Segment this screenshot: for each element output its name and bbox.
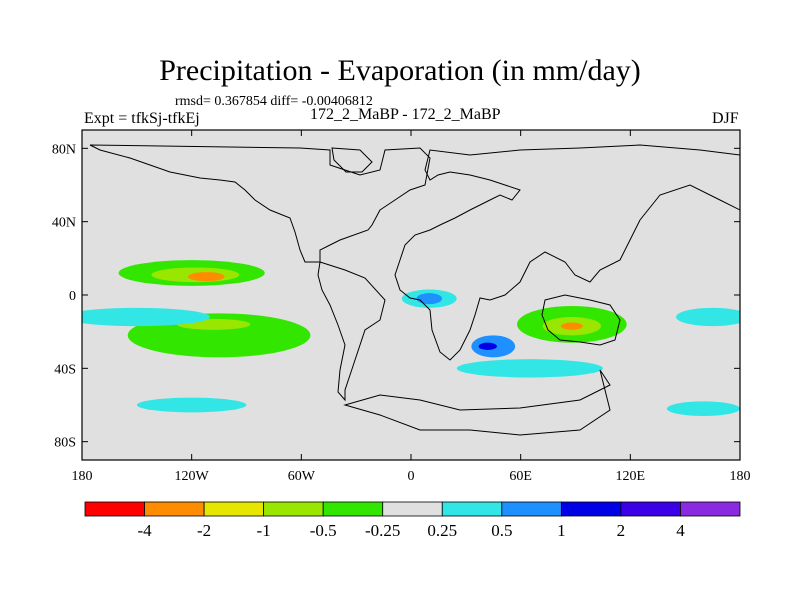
colorbar: -4 -2 -1 -0.5 -0.25 0.25 0.5 1 2 4 (84, 501, 741, 540)
y-tick-label: 80N (52, 142, 76, 157)
colorbar-label: 2 (617, 521, 626, 540)
colorbar-swatch (501, 501, 562, 517)
colorbar-swatch (441, 501, 503, 517)
x-tick-label: 180 (730, 469, 751, 484)
map-area (82, 130, 740, 460)
x-tick-label: 60E (509, 469, 532, 484)
coastlines (89, 144, 740, 436)
y-tick-label: 80S (54, 436, 76, 451)
x-tick-label: 180 (72, 469, 93, 484)
colorbar-label: 0.5 (491, 521, 512, 540)
colorbar-label: -4 (137, 521, 152, 540)
colorbar-label: 4 (676, 521, 685, 540)
coastline-south-america (317, 261, 386, 402)
x-axis: 180 120W 60W 0 60E 120E 180 (72, 130, 751, 484)
colorbar-swatch (144, 501, 205, 517)
colorbar-label: -1 (257, 521, 271, 540)
region-e-pacific-wet (676, 307, 740, 327)
x-tick-label: 0 (408, 469, 415, 484)
colorbar-swatch (680, 501, 741, 517)
run-label: 172_2_MaBP - 172_2_MaBP (310, 106, 501, 123)
contour-regions (82, 260, 740, 416)
y-tick-label: 40S (54, 362, 76, 377)
colorbar-label: 0.25 (427, 521, 457, 540)
colorbar-label: 1 (557, 521, 566, 540)
colorbar-label: -2 (197, 521, 211, 540)
colorbar-swatch (560, 501, 622, 517)
chart-title: Precipitation - Evaporation (in mm/day) (159, 54, 641, 87)
y-tick-label: 40N (52, 216, 76, 231)
colorbar-label: -0.5 (310, 521, 337, 540)
y-tick-label: 0 (69, 289, 76, 304)
region-pacific-wet-band (82, 307, 210, 327)
coastline-north-america (89, 144, 431, 263)
colorbar-swatch (620, 501, 681, 517)
coastline-antarctica (343, 369, 611, 436)
region-s-atlantic-wet-core (416, 293, 443, 305)
region-n-pacific-core (188, 272, 225, 282)
colorbar-swatch (322, 501, 384, 517)
colorbar-label: -0.25 (365, 521, 400, 540)
x-tick-label: 60W (288, 469, 316, 484)
y-axis: 80N 40N 0 40S 80S (52, 142, 740, 451)
experiment-label: Expt = tfkSj-tfkEj (84, 110, 200, 127)
x-tick-label: 120E (616, 469, 646, 484)
stats-label: rmsd= 0.367854 diff= -0.00406812 (175, 94, 373, 109)
colorbar-swatch (382, 501, 443, 517)
coastline-eurasia-africa (394, 144, 740, 361)
colorbar-swatch (84, 501, 145, 517)
region-s-ocean-wet (136, 397, 247, 413)
colorbar-swatch (203, 501, 265, 517)
colorbar-swatch (263, 501, 324, 517)
x-tick-label: 120W (175, 469, 210, 484)
region-s-ocean-wet-2 (666, 401, 740, 416)
region-sw-indian-wet-core (478, 342, 497, 351)
coastline-greenland (331, 147, 373, 173)
region-indian-core (560, 322, 583, 330)
season-label: DJF (712, 110, 739, 127)
region-s-indian-wet-band (456, 359, 603, 378)
coastline-australia (541, 294, 621, 346)
